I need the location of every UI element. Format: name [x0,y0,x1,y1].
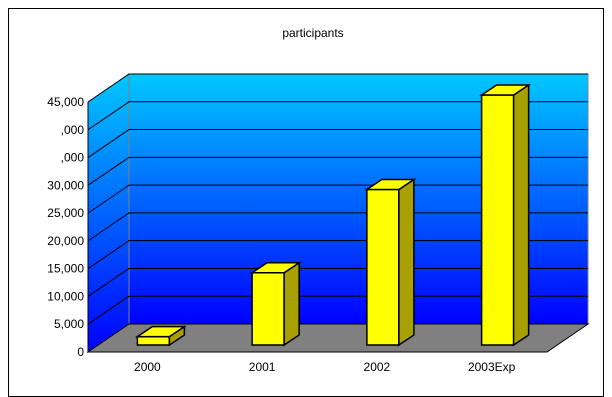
bar-side [283,261,300,347]
bar-top [479,84,532,96]
y-tick-label: ,000 [61,151,85,165]
y-tick-label: ,000 [61,123,85,137]
bar [479,83,532,347]
gridline [87,156,588,186]
gridline [87,212,588,242]
gridline [87,295,588,325]
y-tick-label: 15,000 [47,262,84,276]
bar-front [480,94,515,346]
bar-top [364,178,417,191]
y-tick-label: 10,000 [47,289,84,303]
y-tick-label: 0 [77,345,84,359]
bar [134,325,187,347]
x-tick-label: 2002 [364,360,391,374]
bar-side [512,83,530,347]
y-tick-label: 45,000 [47,95,84,109]
bar [249,261,302,347]
bar-front [251,272,285,346]
y-tick-label: 30,000 [47,178,84,192]
gridline [87,129,588,158]
bar-top [134,325,187,338]
x-tick-label: 2001 [249,360,276,374]
gridline [87,73,588,103]
bar-top [249,262,302,274]
bar [364,178,417,347]
bar-side [398,178,415,347]
y-tick-label: 5,000 [54,317,84,331]
y-tick-label: 25,000 [47,206,84,220]
x-tick-label: 2000 [134,360,161,374]
gridline [87,184,588,214]
bar-front [136,335,171,346]
x-tick-label: 2003Exp [468,360,516,374]
chart-title: participants [282,26,343,40]
bar-front [366,188,400,346]
y-tick-label: 20,000 [47,234,84,248]
gridline [87,240,588,270]
gridline [87,267,588,297]
gridline [87,101,588,131]
